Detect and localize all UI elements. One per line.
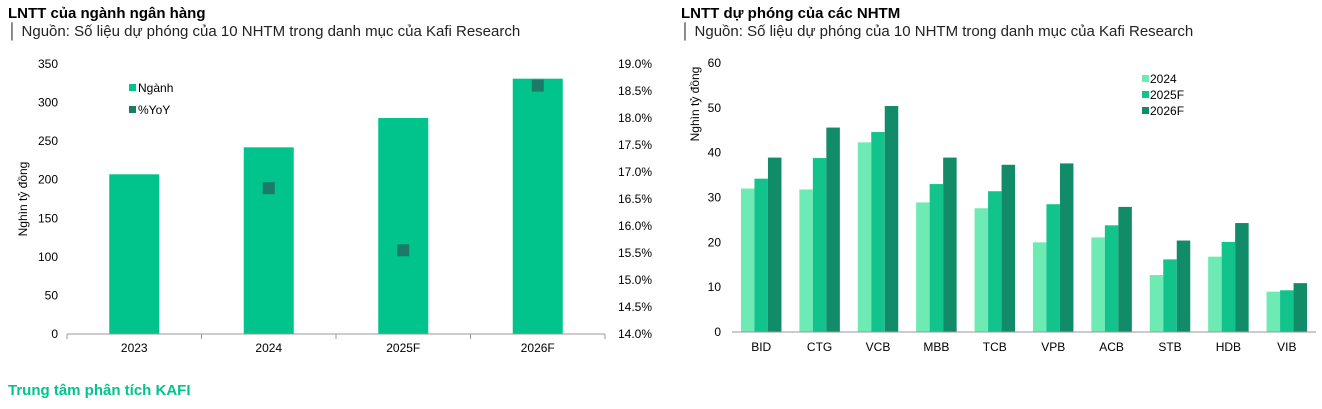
left-bar-nganh (512, 78, 563, 335)
right-y-axis-label: Nghìn tỷ đồng (688, 67, 702, 142)
left-y2-tick-label: 19.0% (618, 57, 652, 71)
right-chart-title: LNTT dự phóng của các NHTM (681, 5, 901, 22)
right-x-tick-label: VIB (1277, 340, 1296, 354)
right-x-tick-label: TCB (983, 340, 1007, 354)
left-y-tick-label: 100 (38, 250, 58, 264)
left-yoy-marker (397, 244, 410, 257)
right-bar-2025f (812, 158, 827, 332)
right-bar-2024 (1091, 237, 1105, 332)
right-bar-2025f (1104, 225, 1119, 332)
right-x-tick-label: VCB (866, 340, 891, 354)
left-y2-tick-label: 18.0% (618, 111, 652, 125)
right-x-tick-label: STB (1158, 340, 1181, 354)
right-legend-label: 2025F (1150, 88, 1184, 102)
left-bar-nganh (243, 147, 294, 334)
right-bar-2024 (857, 142, 872, 332)
right-x-tick-label: VPB (1041, 340, 1065, 354)
left-legend-label-nganh: Ngành (138, 81, 173, 95)
left-y2-tick-label: 16.5% (618, 192, 652, 206)
right-bar-2026f (1293, 283, 1308, 332)
left-legend-swatch-yoy (129, 106, 136, 113)
right-legend-swatch (1142, 75, 1149, 82)
right-bar-2024 (1032, 242, 1047, 332)
left-yoy-marker (531, 79, 544, 92)
right-bar-2026f (1118, 206, 1132, 332)
right-legend-swatch (1142, 91, 1149, 98)
right-y-tick-label: 60 (708, 56, 722, 70)
left-y2-tick-label: 18.5% (618, 84, 652, 98)
left-x-tick-label: 2025F (386, 341, 420, 355)
right-y-tick-label: 40 (708, 146, 722, 160)
right-bar-2025f (929, 184, 944, 332)
right-bar-2026f (826, 127, 840, 332)
right-y-tick-label: 0 (714, 325, 721, 339)
right-x-tick-label: CTG (807, 340, 832, 354)
right-bar-2024 (916, 202, 930, 332)
right-bar-2026f (1001, 164, 1016, 332)
right-y-tick-label: 50 (708, 101, 722, 115)
right-bar-2025f (1163, 259, 1177, 332)
right-bar-2024 (1149, 275, 1164, 332)
right-x-tick-label: ACB (1099, 340, 1124, 354)
right-bar-2026f (1059, 163, 1074, 332)
left-chart-subtitle: │ Nguồn: Số liệu dự phóng của 10 NHTM tr… (8, 23, 521, 40)
right-bar-2025f (1221, 241, 1236, 332)
right-x-tick-label: BID (751, 340, 771, 354)
footer-text: Trung tâm phân tích KAFI (8, 382, 191, 399)
right-bar-2025f (1046, 204, 1060, 332)
left-legend-swatch-nganh (129, 84, 136, 91)
right-bar-2026f (1235, 223, 1249, 332)
right-legend-swatch (1142, 107, 1149, 114)
right-bar-2026f (767, 157, 782, 332)
right-y-tick-label: 30 (708, 191, 722, 205)
left-y-tick-label: 0 (51, 327, 58, 341)
right-legend-label: 2024 (1150, 72, 1177, 86)
right-bar-2024 (974, 208, 989, 332)
left-legend-label-yoy: %YoY (138, 103, 170, 117)
left-y-tick-label: 50 (45, 288, 59, 302)
right-bar-2024 (740, 188, 755, 332)
right-y-tick-label: 20 (708, 235, 722, 249)
left-y-tick-label: 350 (38, 57, 58, 71)
left-bar-nganh (378, 118, 429, 334)
left-y2-tick-label: 16.0% (618, 219, 652, 233)
right-x-tick-label: HDB (1216, 340, 1241, 354)
right-legend-label: 2026F (1150, 104, 1184, 118)
right-bar-2026f (1176, 240, 1191, 332)
left-y-tick-label: 250 (38, 134, 58, 148)
left-bar-nganh (109, 174, 160, 334)
right-bar-2024 (1266, 291, 1281, 332)
right-x-tick-label: MBB (923, 340, 949, 354)
right-bar-2025f (988, 191, 1002, 332)
left-y2-tick-label: 14.0% (618, 327, 652, 341)
left-x-tick-label: 2024 (255, 341, 282, 355)
left-chart-title: LNTT của ngành ngân hàng (8, 5, 206, 22)
left-y2-tick-label: 14.5% (618, 300, 652, 314)
right-bar-2024 (1208, 256, 1222, 332)
left-y-tick-label: 300 (38, 96, 58, 110)
right-bar-2026f (943, 157, 957, 332)
right-bar-2025f (1280, 290, 1294, 332)
right-bar-2026f (884, 106, 899, 332)
left-y2-tick-label: 15.5% (618, 246, 652, 260)
left-y2-tick-label: 15.0% (618, 273, 652, 287)
left-y-tick-label: 200 (38, 173, 58, 187)
left-y2-tick-label: 17.0% (618, 165, 652, 179)
right-bar-2024 (799, 189, 813, 332)
right-bar-2025f (754, 178, 768, 332)
left-y-axis-label: Nghìn tỷ đồng (16, 162, 30, 237)
left-x-tick-label: 2023 (121, 341, 148, 355)
left-x-tick-label: 2026F (521, 341, 555, 355)
left-y-tick-label: 150 (38, 211, 58, 225)
right-chart-subtitle: │ Nguồn: Số liệu dự phóng của 10 NHTM tr… (681, 23, 1194, 40)
right-y-tick-label: 10 (708, 280, 722, 294)
left-yoy-marker (262, 182, 275, 195)
left-y2-tick-label: 17.5% (618, 138, 652, 152)
right-bar-2025f (871, 132, 885, 332)
